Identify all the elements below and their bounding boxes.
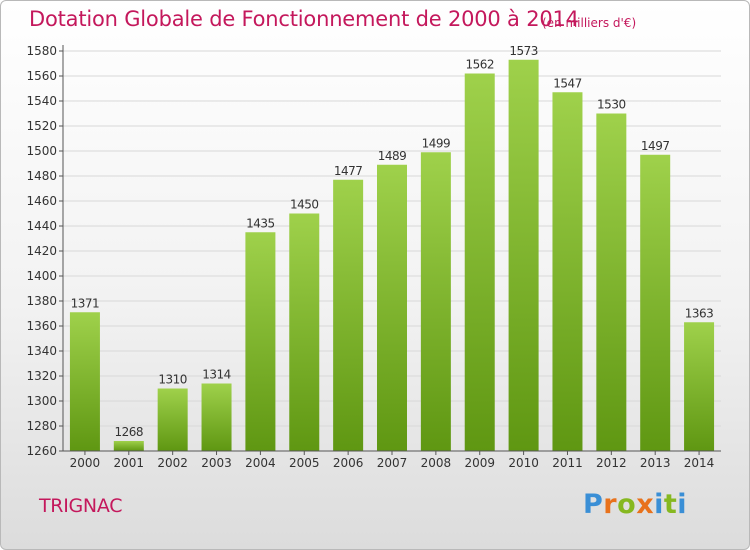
data-label: 1489 <box>378 149 407 163</box>
bar-2000 <box>69 312 100 451</box>
data-label: 1450 <box>290 198 319 212</box>
y-tick-label: 1440 <box>26 219 57 233</box>
data-label: 1268 <box>115 425 144 439</box>
y-tick-label: 1540 <box>26 94 57 108</box>
y-tick-label: 1420 <box>26 244 57 258</box>
y-tick-label: 1400 <box>26 269 57 283</box>
x-tick-label: 2010 <box>508 456 539 470</box>
x-tick-label: 2014 <box>684 456 715 470</box>
x-tick-label: 2013 <box>640 456 671 470</box>
y-axis-ticks: 1260 1280 1300 1320 1340 1360 1380 1400 1420 1440… <box>26 44 63 458</box>
y-tick-label: 1520 <box>26 119 57 133</box>
x-tick-label: 2009 <box>464 456 495 470</box>
bar-2006 <box>333 179 364 451</box>
data-label: 1562 <box>465 58 494 72</box>
data-label: 1371 <box>71 296 100 310</box>
bar-2007 <box>377 164 407 451</box>
y-tick-label: 1560 <box>26 69 57 83</box>
axes <box>62 45 721 452</box>
y-tick-label: 1340 <box>26 344 57 358</box>
logo-letter: i <box>654 489 664 520</box>
bar-2005 <box>289 213 320 451</box>
bars <box>69 59 715 451</box>
commune-name: TRIGNAC <box>39 495 123 517</box>
bar-2003 <box>201 383 232 451</box>
x-tick-label: 2001 <box>114 456 145 470</box>
x-tick-label: 2003 <box>201 456 232 470</box>
data-label: 1530 <box>597 98 626 112</box>
data-label: 1363 <box>685 306 714 320</box>
logo-letter: t <box>663 489 678 520</box>
data-label: 1499 <box>422 136 451 150</box>
bar-2008 <box>420 152 451 451</box>
y-tick-label: 1380 <box>26 294 57 308</box>
y-tick-label: 1500 <box>26 144 57 158</box>
bar-2010 <box>508 59 539 451</box>
y-tick-label: 1320 <box>26 369 57 383</box>
y-tick-label: 1260 <box>26 444 57 458</box>
unit-label: (en milliers d'€) <box>542 16 637 30</box>
x-tick-label: 2002 <box>157 456 188 470</box>
bar-2002 <box>157 388 188 451</box>
y-tick-label: 1300 <box>26 394 57 408</box>
data-labels: 1371 1268 1310 1314 1435 1450 1477 1489 1499 1562… <box>71 44 714 439</box>
x-tick-label: 2008 <box>421 456 452 470</box>
y-tick-label: 1360 <box>26 319 57 333</box>
logo-letter: P <box>583 489 604 520</box>
data-label: 1573 <box>509 44 538 58</box>
bar-2011 <box>552 92 583 451</box>
x-tick-label: 2006 <box>333 456 364 470</box>
x-tick-label: 2005 <box>289 456 320 470</box>
x-axis-ticks: 2000 2001 2002 2003 2004 2005 2006 2007 2008 2009… <box>70 451 715 470</box>
bar-2001 <box>113 441 144 451</box>
bar-2013 <box>640 154 671 451</box>
y-tick-label: 1480 <box>26 169 57 183</box>
x-tick-label: 2011 <box>552 456 583 470</box>
data-label: 1547 <box>553 76 582 90</box>
bar-2012 <box>596 113 627 451</box>
data-label: 1477 <box>334 164 363 178</box>
x-tick-label: 2000 <box>70 456 101 470</box>
data-label: 1314 <box>202 368 231 382</box>
data-label: 1435 <box>246 216 275 230</box>
y-tick-label: 1580 <box>26 44 57 58</box>
bar-2014 <box>684 322 715 451</box>
x-tick-label: 2012 <box>596 456 627 470</box>
logo-letter: x <box>636 489 655 520</box>
data-label: 1310 <box>158 373 187 387</box>
y-tick-label: 1280 <box>26 419 57 433</box>
bar-2004 <box>245 232 276 451</box>
chart-title: Dotation Globale de Fonctionnement de 20… <box>29 7 579 31</box>
x-tick-label: 2004 <box>245 456 276 470</box>
proxiti-logo: Proxiti <box>583 489 687 520</box>
logo-letter: r <box>603 489 618 520</box>
x-tick-label: 2007 <box>377 456 408 470</box>
logo-letter: i <box>677 489 688 520</box>
bar-2009 <box>464 73 495 451</box>
logo-letter: o <box>617 489 637 520</box>
data-label: 1497 <box>641 139 670 153</box>
y-tick-label: 1460 <box>26 194 57 208</box>
